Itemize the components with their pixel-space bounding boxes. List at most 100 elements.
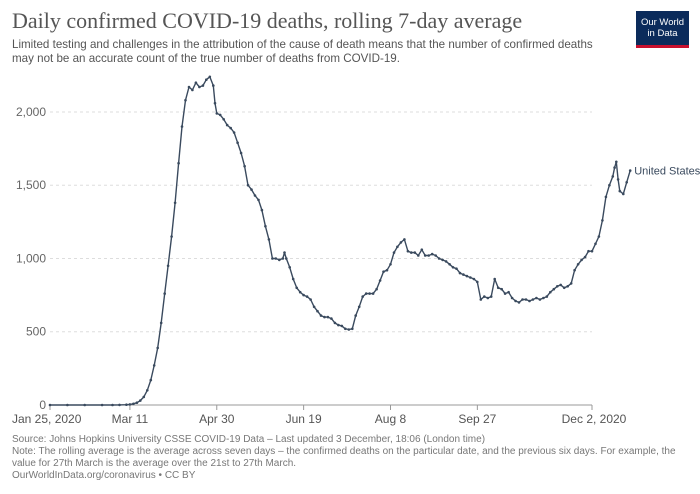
data-point: [278, 258, 281, 262]
data-point: [531, 298, 535, 301]
data-point: [410, 251, 413, 254]
data-point: [159, 321, 163, 325]
data-point: [458, 271, 462, 275]
data-point: [288, 266, 292, 269]
data-point: [323, 315, 326, 319]
data-point: [298, 290, 302, 294]
data-point: [615, 160, 618, 164]
data-point: [302, 293, 305, 297]
data-point: [246, 183, 250, 187]
data-point: [184, 98, 187, 102]
data-point: [243, 164, 246, 168]
data-point: [434, 254, 438, 257]
data-point: [354, 314, 358, 317]
y-axis-ticks: 0 500 1,000 1,500 2,000: [16, 105, 46, 412]
data-point: [260, 208, 264, 212]
data-point: [111, 403, 114, 407]
y-tick-label: 1,000: [16, 251, 46, 265]
data-point: [493, 277, 497, 281]
owid-logo[interactable]: Our World in Data: [636, 11, 689, 48]
data-point: [444, 260, 448, 263]
data-point: [340, 324, 344, 328]
data-point: [330, 317, 333, 320]
data-point: [608, 183, 611, 187]
data-point: [351, 327, 354, 331]
series-group: United States: [48, 75, 700, 407]
logo-line-1: Our World: [640, 17, 685, 28]
chart-footer: Source: Johns Hopkins University CSSE CO…: [12, 434, 692, 482]
data-point: [132, 402, 135, 406]
data-point: [208, 75, 212, 79]
series-line-united-states: [50, 76, 631, 406]
chart-title: Daily confirmed COVID-19 deaths, rolling…: [12, 8, 523, 33]
data-point: [594, 242, 597, 246]
data-point: [170, 235, 173, 238]
data-point: [222, 118, 225, 121]
data-point: [403, 238, 406, 241]
data-point: [417, 254, 420, 257]
x-tick-label: Sep 27: [458, 412, 496, 426]
data-point: [562, 286, 566, 290]
data-point: [583, 255, 587, 259]
data-point: [309, 298, 312, 301]
data-point: [281, 257, 285, 260]
data-point: [48, 403, 52, 407]
data-point: [423, 254, 427, 257]
data-point: [326, 315, 330, 319]
data-point: [194, 81, 198, 84]
data-point: [229, 126, 232, 130]
credit-line[interactable]: OurWorldInData.org/coronavirus • CC BY: [12, 470, 196, 481]
data-point: [187, 85, 191, 89]
data-point: [611, 175, 615, 178]
data-point: [232, 131, 236, 134]
data-point: [472, 277, 476, 281]
data-point: [271, 257, 274, 260]
y-tick-label: 0: [39, 398, 46, 412]
data-point: [236, 141, 239, 144]
data-point: [264, 224, 267, 228]
data-point: [389, 263, 392, 266]
data-point: [500, 287, 504, 291]
data-point: [239, 151, 243, 155]
data-point: [538, 298, 542, 301]
data-point: [569, 282, 573, 285]
data-point: [517, 301, 521, 304]
data-point: [128, 403, 132, 406]
data-point: [100, 403, 104, 407]
data-point: [218, 113, 222, 117]
data-point: [479, 298, 483, 301]
data-point: [406, 249, 410, 253]
data-point: [125, 403, 128, 407]
data-point: [601, 219, 604, 222]
data-point: [448, 263, 451, 266]
data-point: [215, 112, 219, 115]
data-point: [524, 298, 528, 301]
data-point: [430, 252, 434, 256]
data-point: [549, 290, 552, 294]
logo-line-2: in Data: [647, 28, 678, 39]
data-point: [66, 403, 69, 407]
x-tick-label: Jan 25, 2020: [12, 412, 82, 426]
data-point: [521, 298, 524, 301]
data-point: [305, 295, 309, 298]
data-point: [420, 248, 424, 251]
data-point: [118, 403, 121, 407]
data-point: [441, 258, 444, 262]
data-point: [604, 195, 608, 199]
y-tick-label: 1,500: [16, 178, 46, 192]
data-point: [285, 257, 288, 260]
data-point: [135, 401, 139, 405]
source-note: Source: Johns Hopkins University CSSE CO…: [12, 434, 486, 445]
data-point: [253, 194, 257, 197]
data-point: [378, 279, 382, 282]
data-point: [622, 192, 625, 196]
data-point: [580, 258, 583, 262]
data-point: [205, 78, 208, 81]
data-point: [545, 295, 549, 298]
data-point: [618, 189, 622, 193]
data-point: [139, 399, 142, 402]
data-point: [180, 125, 184, 128]
data-point: [382, 270, 385, 274]
data-point: [556, 285, 559, 288]
